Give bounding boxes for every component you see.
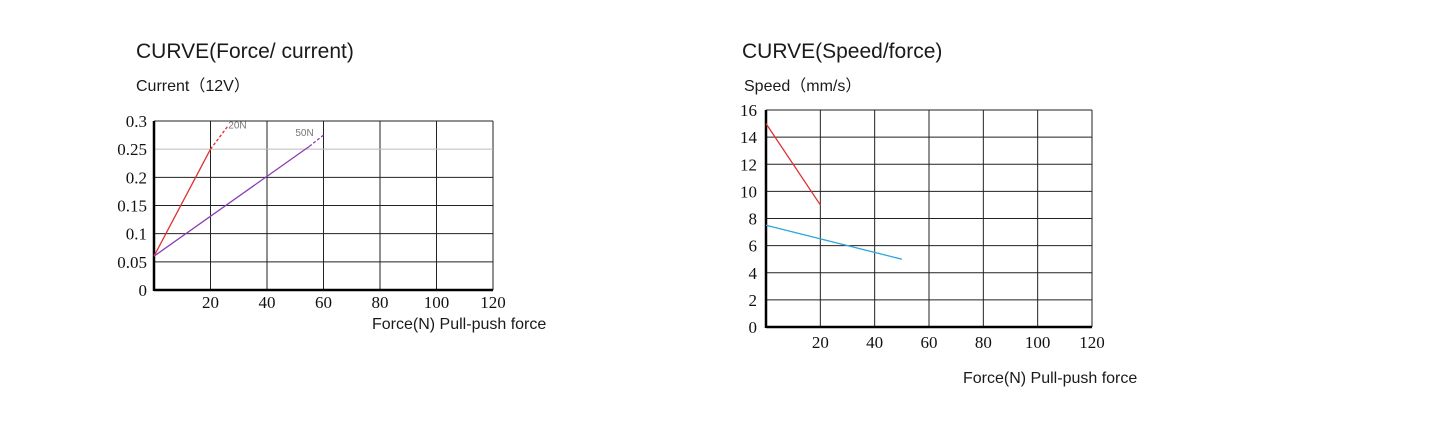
y-tick-label: 8 <box>749 210 758 229</box>
y-tick-label: 0.05 <box>117 253 147 272</box>
x-tick-label: 80 <box>975 333 992 352</box>
chart-plot-area: 20 40 60 80 100 120 0 0.05 0.1 0.15 0.2 0.25 0.3 20N 5… <box>117 112 506 312</box>
y-tick-label: 14 <box>740 128 758 147</box>
y-tick-label: 0 <box>139 281 148 300</box>
y-tick-label: 4 <box>749 264 758 283</box>
series-annotation: 50N <box>295 128 313 139</box>
y-tick-label: 12 <box>740 155 757 174</box>
series-line <box>153 148 212 257</box>
y-axis-label: Speed（mm/s） <box>744 78 862 95</box>
y-tick-label: 10 <box>740 182 757 201</box>
chart-title: CURVE(Speed/force) <box>742 40 943 63</box>
y-tick-label: 0.2 <box>126 168 147 187</box>
chart-title: CURVE(Force/ current) <box>136 40 354 63</box>
y-tick-label: 0.25 <box>117 140 147 159</box>
y-tick-label: 16 <box>740 101 757 120</box>
x-tick-label: 120 <box>480 293 506 312</box>
x-tick-label: 20 <box>202 293 219 312</box>
y-tick-label: 6 <box>749 237 758 256</box>
y-tick-label: 0.1 <box>126 225 147 244</box>
series-line-extension <box>209 126 228 150</box>
x-tick-label: 40 <box>866 333 883 352</box>
y-tick-label: 0 <box>749 318 758 337</box>
x-axis-label: Force(N) Pull-push force <box>963 370 1138 387</box>
x-tick-label: 20 <box>812 333 829 352</box>
x-tick-label: 120 <box>1079 333 1105 352</box>
y-tick-label: 0.15 <box>117 197 147 216</box>
force-current-chart: CURVE(Force/ current) Current（12V） Force… <box>117 40 547 333</box>
y-tick-label: 0.3 <box>126 112 147 131</box>
x-axis-label: Force(N) Pull-push force <box>372 316 547 333</box>
series-line <box>765 224 902 260</box>
x-tick-label: 100 <box>1025 333 1051 352</box>
x-tick-label: 40 <box>259 293 276 312</box>
series-annotation: 20N <box>228 121 246 132</box>
x-tick-label: 80 <box>372 293 389 312</box>
series-line <box>765 123 821 206</box>
y-tick-label: 2 <box>749 291 758 310</box>
x-tick-label: 60 <box>315 293 332 312</box>
x-tick-label: 100 <box>424 293 450 312</box>
series-line <box>153 145 310 257</box>
series-line-extension <box>308 134 324 147</box>
speed-force-chart: CURVE(Speed/force) Speed（mm/s） Force(N) … <box>715 0 1430 425</box>
x-tick-label: 60 <box>921 333 938 352</box>
y-axis-label: Current（12V） <box>136 78 250 95</box>
chart-plot-area: 20 40 60 80 100 120 0 2 4 6 8 10 12 14 16 <box>740 101 1105 352</box>
